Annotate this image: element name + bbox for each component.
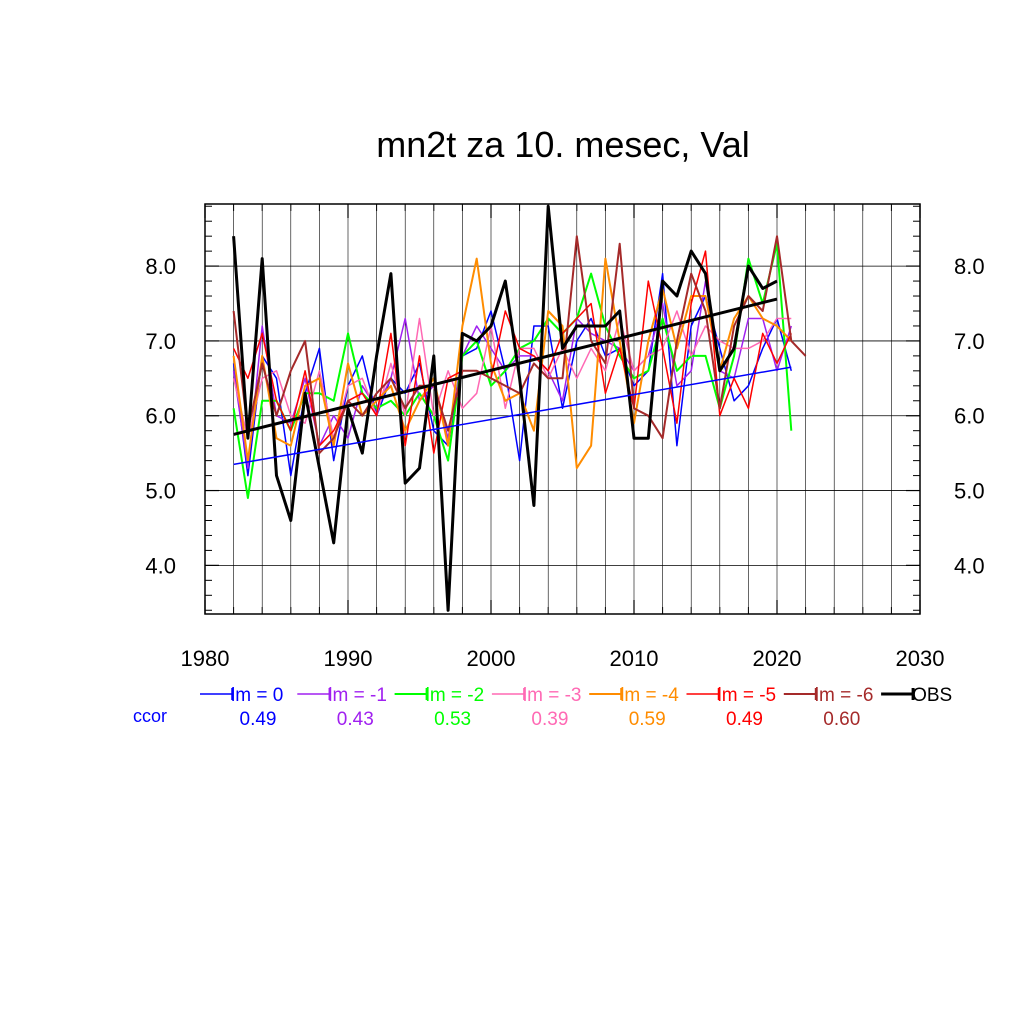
series-line: [232, 310, 792, 439]
ccor-value: 0.60: [823, 709, 860, 730]
plot-frame: [204, 203, 921, 615]
legend-label: lm = 0: [231, 685, 283, 706]
trend-lines: [233, 297, 792, 466]
ccor-value: 0.43: [337, 709, 374, 730]
legend-label: lm = -2: [426, 685, 485, 706]
series-line: [232, 204, 778, 612]
axis-tick-labels: 1980 1990 2000 2010 2020 2030 4.0 4.0 5.0 5.0 6.0 6…: [145, 254, 984, 671]
series-line: [232, 280, 793, 469]
y-tick-label: 7.0: [145, 329, 176, 354]
y-tick-label-right: 7.0: [954, 329, 985, 354]
x-tick-label: 2020: [753, 646, 802, 671]
ccor-value: 0.53: [434, 709, 471, 730]
legend-label: lm = -1: [328, 685, 387, 706]
y-tick-label-right: 8.0: [954, 254, 985, 279]
ccor-value: 0.49: [726, 709, 763, 730]
y-tick-label: 5.0: [145, 479, 176, 504]
legend: lm = 0 0.49 lm = -1 0.43 lm = -2 0.53 lm = -3 0…: [133, 685, 952, 730]
y-tick-label-right: 6.0: [954, 404, 985, 429]
x-tick-label: 1980: [181, 646, 230, 671]
ccor-value: 0.39: [531, 709, 568, 730]
axis-ticks: [204, 204, 921, 614]
y-tick-label: 8.0: [145, 254, 176, 279]
trend-line: [233, 297, 778, 436]
legend-label: lm = -6: [815, 685, 874, 706]
ccor-value: 0.49: [240, 709, 277, 730]
legend-label: lm = -3: [523, 685, 582, 706]
trend-line: [233, 366, 792, 466]
y-tick-label: 4.0: [145, 553, 176, 578]
series-lines: [232, 204, 807, 612]
legend-label: lm = -4: [620, 685, 679, 706]
series-line: [232, 242, 793, 499]
ccor-value: 0.59: [629, 709, 666, 730]
x-tick-label: 1990: [324, 646, 373, 671]
legend-label: OBS: [912, 685, 952, 706]
ccor-label: ccor: [133, 706, 167, 726]
chart-title: mn2t za 10. mesec, Val: [376, 124, 750, 165]
x-tick-label: 2030: [896, 646, 945, 671]
series-line: [232, 235, 807, 455]
y-tick-label-right: 4.0: [954, 553, 985, 578]
y-tick-label: 6.0: [145, 404, 176, 429]
x-tick-label: 2000: [467, 646, 516, 671]
x-tick-label: 2010: [610, 646, 659, 671]
legend-label: lm = -5: [718, 685, 777, 706]
y-tick-label-right: 5.0: [954, 479, 985, 504]
